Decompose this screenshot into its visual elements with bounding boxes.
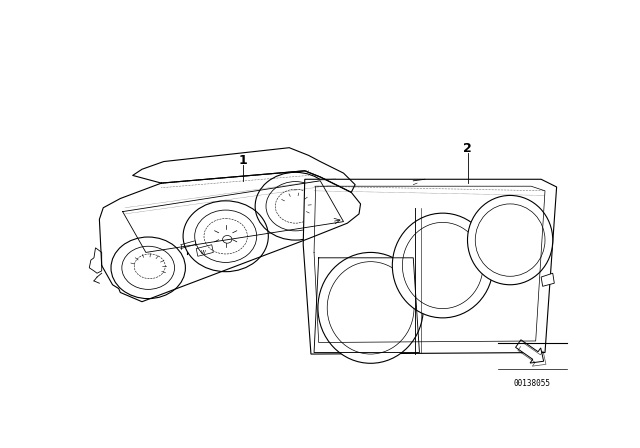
Polygon shape	[516, 340, 543, 363]
Ellipse shape	[467, 195, 553, 285]
Ellipse shape	[392, 213, 493, 318]
Text: W: W	[201, 250, 205, 255]
Ellipse shape	[318, 252, 423, 363]
Polygon shape	[342, 214, 358, 228]
Text: 1: 1	[238, 154, 247, 167]
Polygon shape	[90, 248, 102, 273]
Polygon shape	[541, 273, 554, 286]
Text: 2: 2	[463, 142, 472, 155]
Polygon shape	[303, 179, 557, 354]
Text: 00138055: 00138055	[514, 379, 550, 388]
